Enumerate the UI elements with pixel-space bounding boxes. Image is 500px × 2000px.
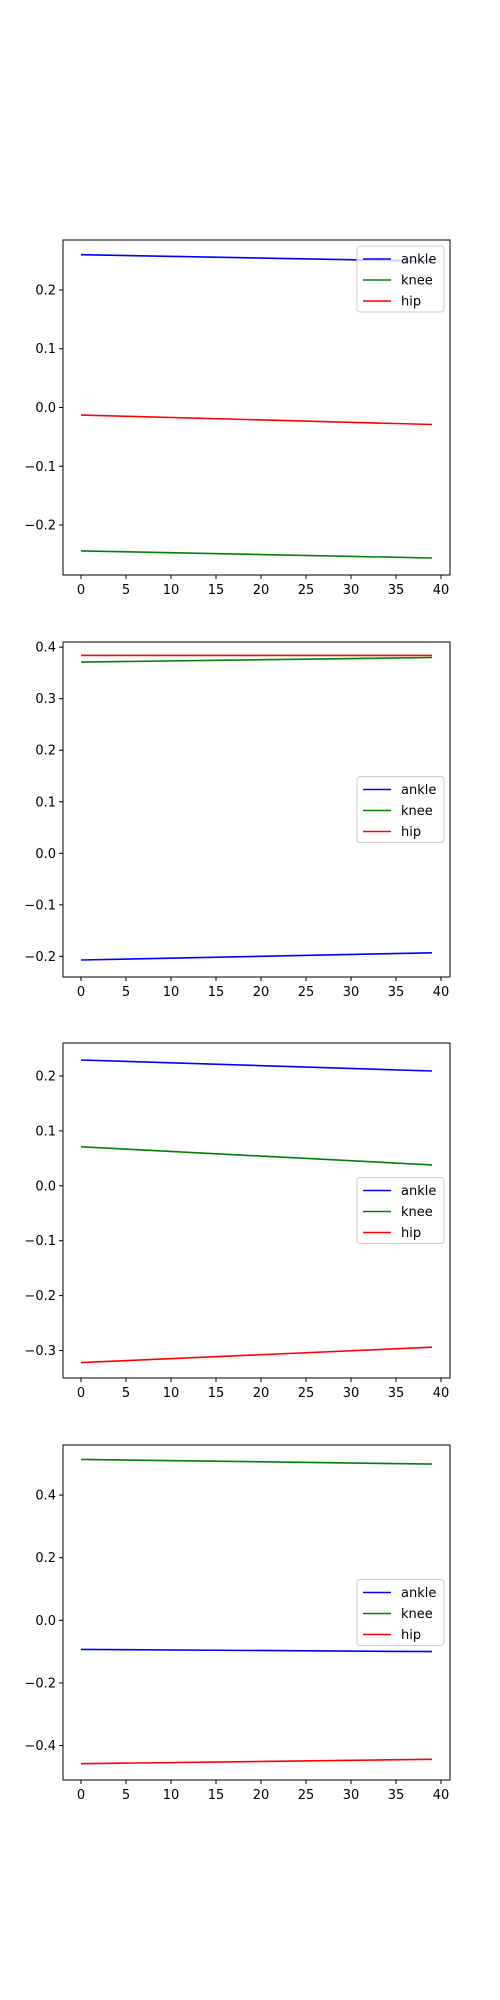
axes-frame <box>62 1444 451 1781</box>
y-tick-label: 0.2 <box>35 1069 56 1084</box>
y-tick-label: 0.0 <box>35 1179 56 1194</box>
y-tick-label: −0.2 <box>24 1676 56 1691</box>
legend-label-ankle: ankle <box>401 253 436 268</box>
x-tick-label: 25 <box>298 583 315 598</box>
x-tick-label: 0 <box>77 1788 85 1803</box>
legend-box <box>356 1177 445 1244</box>
chart-2: 0 5 10 15 20 25 30 35 40 −0.2 −0.1 0.0 0.1 0.2 0.3 0.4 a… <box>24 641 451 1000</box>
y-tick-label: −0.2 <box>24 950 56 965</box>
series-line-knee <box>80 1458 433 1465</box>
legend-box <box>356 776 445 843</box>
x-tick-label: 10 <box>163 1788 180 1803</box>
x-tick-label: 5 <box>122 985 130 1000</box>
x-tick-label: 35 <box>388 583 405 598</box>
x-tick-label: 25 <box>298 985 315 1000</box>
x-tick-label: 35 <box>388 985 405 1000</box>
series-line-knee <box>80 1146 433 1166</box>
x-tick-label: 10 <box>163 1386 180 1401</box>
x-tick-label: 20 <box>253 1386 270 1401</box>
legend-label-ankle: ankle <box>401 1586 436 1601</box>
legend: ankle knee hip <box>356 776 445 843</box>
y-tick-label: 0.2 <box>35 283 56 298</box>
y-tick-label: 0.0 <box>35 401 56 416</box>
y-tick-label: −0.4 <box>24 1739 56 1754</box>
y-tick-label: −0.2 <box>24 519 56 534</box>
series-line-hip <box>80 1758 433 1765</box>
chart-4: 0 5 10 15 20 25 30 35 40 −0.4 −0.2 0.0 0.2 0.4 ankle kn… <box>24 1444 451 1803</box>
x-tick-label: 25 <box>298 1386 315 1401</box>
axes-frame <box>62 1042 451 1379</box>
x-tick-label: 15 <box>208 1788 225 1803</box>
x-tick-label: 20 <box>253 985 270 1000</box>
legend-box <box>356 245 445 313</box>
y-tick-label: −0.1 <box>24 898 56 913</box>
x-tick-label: 0 <box>77 1386 85 1401</box>
legend: ankle knee hip <box>356 245 445 313</box>
x-tick-label: 40 <box>433 985 450 1000</box>
legend-label-knee: knee <box>401 1607 433 1622</box>
legend-label-hip: hip <box>401 825 421 840</box>
x-tick-label: 30 <box>343 1788 360 1803</box>
x-tick-label: 15 <box>208 985 225 1000</box>
y-tick-label: −0.2 <box>24 1289 56 1304</box>
series-line-knee <box>80 656 433 663</box>
x-tick-label: 35 <box>388 1386 405 1401</box>
x-tick-label: 25 <box>298 1788 315 1803</box>
x-tick-label: 0 <box>77 985 85 1000</box>
legend-label-knee: knee <box>401 1205 433 1220</box>
legend-label-knee: knee <box>401 804 433 819</box>
x-tick-label: 5 <box>122 583 130 598</box>
x-tick-label: 40 <box>433 1386 450 1401</box>
x-tick-label: 30 <box>343 985 360 1000</box>
y-tick-label: 0.1 <box>35 1124 56 1139</box>
x-tick-label: 40 <box>433 1788 450 1803</box>
y-tick-label: 0.0 <box>35 847 56 862</box>
y-tick-label: 0.3 <box>35 692 56 707</box>
chart-1: 0 5 10 15 20 25 30 35 40 −0.2 −0.1 0.0 0.1 0.2 ankle kn… <box>24 239 451 598</box>
x-tick-label: 5 <box>122 1386 130 1401</box>
y-tick-label: −0.1 <box>24 460 56 475</box>
series-line-hip <box>80 1346 433 1364</box>
series-line-ankle <box>80 1059 433 1072</box>
legend-label-knee: knee <box>401 274 433 289</box>
x-tick-label: 30 <box>343 1386 360 1401</box>
chart-3: 0 5 10 15 20 25 30 35 40 −0.3 −0.2 −0.1 0.0 0.1 0.2 ank… <box>24 1042 451 1401</box>
y-tick-label: 0.2 <box>35 744 56 759</box>
series-line-knee <box>80 550 433 559</box>
x-tick-label: 15 <box>208 1386 225 1401</box>
x-tick-label: 10 <box>163 985 180 1000</box>
x-tick-label: 10 <box>163 583 180 598</box>
x-tick-label: 20 <box>253 1788 270 1803</box>
y-tick-label: 0.1 <box>35 342 56 357</box>
legend-label-ankle: ankle <box>401 1184 436 1199</box>
x-tick-label: 30 <box>343 583 360 598</box>
series-line-hip <box>80 414 433 426</box>
legend-box <box>356 1579 445 1646</box>
x-tick-label: 20 <box>253 583 270 598</box>
x-tick-label: 5 <box>122 1788 130 1803</box>
axes-frame <box>62 641 451 978</box>
x-tick-label: 15 <box>208 583 225 598</box>
legend: ankle knee hip <box>356 1177 445 1244</box>
y-tick-label: −0.3 <box>24 1344 56 1359</box>
series-line-ankle <box>80 1648 433 1653</box>
legend-label-ankle: ankle <box>401 783 436 798</box>
x-tick-label: 0 <box>77 583 85 598</box>
x-tick-label: 35 <box>388 1788 405 1803</box>
y-tick-label: 0.0 <box>35 1614 56 1629</box>
x-tick-label: 40 <box>433 583 450 598</box>
y-tick-label: 0.4 <box>35 1489 56 1504</box>
y-tick-label: 0.4 <box>35 641 56 656</box>
y-tick-label: 0.2 <box>35 1551 56 1566</box>
y-tick-label: 0.1 <box>35 795 56 810</box>
legend-label-hip: hip <box>401 295 421 310</box>
legend-label-hip: hip <box>401 1226 421 1241</box>
legend-label-hip: hip <box>401 1628 421 1643</box>
y-tick-label: −0.1 <box>24 1234 56 1249</box>
series-line-ankle <box>80 952 433 961</box>
legend: ankle knee hip <box>356 1579 445 1646</box>
